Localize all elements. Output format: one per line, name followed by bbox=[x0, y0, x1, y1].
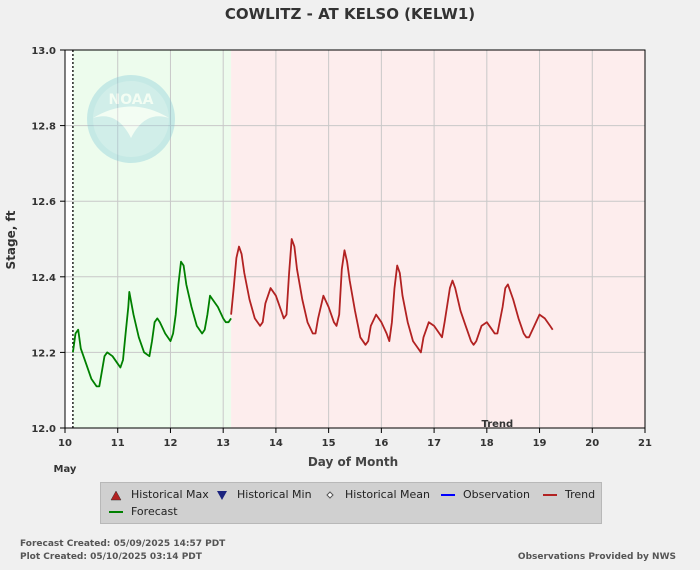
series-lines bbox=[72, 238, 554, 388]
legend-label: Historical Mean bbox=[345, 488, 430, 501]
axis-ticks: 10 11 12 13 14 15 16 17 18 19 20 21 12.0 12.2 12.4 12.6… bbox=[31, 46, 652, 449]
x-tick-label: 15 bbox=[322, 438, 336, 449]
y-tick-label: 12.6 bbox=[31, 197, 56, 208]
legend-label: Trend bbox=[565, 488, 596, 501]
noaa-logo: NOAA bbox=[87, 75, 175, 163]
chart-title: COWLITZ - AT KELSO (KELW1) bbox=[225, 5, 475, 23]
hydrograph-chart: COWLITZ - AT KELSO (KELW1) NOAA 10 11 12 13… bbox=[4, 5, 652, 475]
legend-label: Historical Min bbox=[237, 488, 312, 501]
trend-region bbox=[231, 50, 645, 428]
diamond-icon bbox=[321, 489, 339, 501]
legend-item-observation: Observation bbox=[439, 488, 530, 501]
x-tick-label: 16 bbox=[374, 438, 388, 449]
y-tick-label: 12.2 bbox=[31, 348, 56, 359]
legend-item-forecast: Forecast bbox=[107, 505, 178, 518]
legend-item-trend: Trend bbox=[541, 488, 595, 501]
legend-item-historical-mean: Historical Mean bbox=[321, 488, 430, 501]
month-label: May bbox=[54, 464, 77, 475]
credit-text: Observations Provided by NWS bbox=[517, 552, 676, 562]
chart-legend: Historical Max Historical Min Historical… bbox=[100, 482, 602, 524]
y-tick-label: 12.8 bbox=[31, 122, 56, 133]
y-tick-label: 13.0 bbox=[31, 46, 56, 57]
x-tick-label: 13 bbox=[216, 438, 230, 449]
plot-border bbox=[64, 49, 646, 429]
triangle-up-icon bbox=[107, 489, 125, 501]
trend-region-label: Trend bbox=[482, 419, 514, 430]
x-tick-label: 20 bbox=[585, 438, 599, 449]
line-icon bbox=[541, 489, 559, 501]
legend-label: Historical Max bbox=[131, 488, 209, 501]
y-tick-label: 12.4 bbox=[31, 273, 56, 284]
legend-item-historical-max: Historical Max bbox=[107, 488, 209, 501]
line-icon bbox=[439, 489, 457, 501]
line-icon bbox=[107, 506, 125, 518]
x-tick-label: 17 bbox=[427, 438, 441, 449]
forecast-created-text: Forecast Created: 05/09/2025 14:57 PDT bbox=[20, 539, 226, 549]
x-tick-label: 11 bbox=[111, 438, 125, 449]
y-axis-label: Stage, ft bbox=[4, 210, 18, 269]
x-tick-label: 10 bbox=[58, 438, 72, 449]
legend-label: Forecast bbox=[131, 505, 178, 518]
plot-created-text: Plot Created: 05/10/2025 03:14 PDT bbox=[20, 552, 202, 562]
series-line-forecast bbox=[72, 260, 232, 388]
y-tick-label: 12.0 bbox=[31, 424, 56, 435]
forecast-region bbox=[72, 50, 232, 428]
x-tick-label: 18 bbox=[480, 438, 494, 449]
x-tick-label: 12 bbox=[163, 438, 177, 449]
noaa-logo-text: NOAA bbox=[109, 92, 154, 108]
series-line-trend bbox=[230, 238, 554, 354]
x-tick-label: 14 bbox=[269, 438, 283, 449]
triangle-down-icon bbox=[213, 489, 231, 501]
x-tick-label: 21 bbox=[638, 438, 652, 449]
x-tick-label: 19 bbox=[533, 438, 547, 449]
legend-item-historical-min: Historical Min bbox=[213, 488, 312, 501]
legend-label: Observation bbox=[463, 488, 530, 501]
x-axis-label: Day of Month bbox=[308, 455, 398, 469]
